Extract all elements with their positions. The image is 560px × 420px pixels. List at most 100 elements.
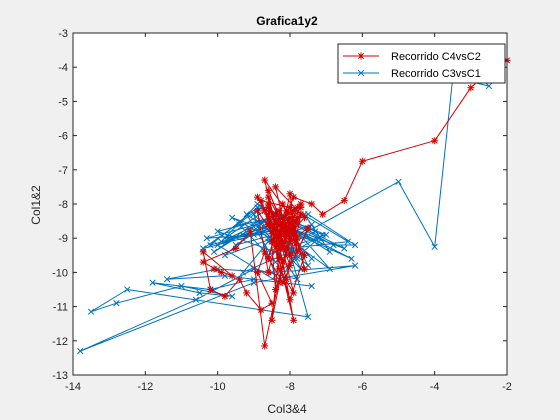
data-point [275, 255, 283, 263]
data-point [351, 262, 359, 269]
data-point [286, 214, 294, 222]
data-point [431, 137, 439, 145]
data-point [290, 207, 298, 215]
legend-marker [357, 52, 365, 60]
x-tick-label: -6 [357, 381, 367, 393]
data-point [340, 197, 348, 205]
data-point [294, 255, 301, 262]
data-point [149, 279, 156, 286]
data-point [304, 224, 312, 232]
data-point [395, 178, 402, 185]
data-point [264, 210, 272, 218]
data-point [300, 251, 308, 259]
y-tick-label: -3 [58, 28, 68, 40]
data-point [192, 296, 200, 303]
data-point [268, 316, 276, 324]
data-point [228, 214, 236, 221]
legend: Recorrido C4vsC2 Recorrido C3vsC1 [337, 43, 506, 84]
y-axis-label: Col1&2 [29, 185, 43, 225]
data-point [286, 251, 294, 259]
data-point [294, 276, 301, 283]
data-point [221, 292, 229, 300]
legend-label-c3vsc1: Recorrido C3vsC1 [391, 68, 481, 80]
y-tick-label: -12 [52, 336, 68, 348]
data-point [308, 282, 315, 290]
data-point [279, 244, 287, 252]
data-point [326, 248, 333, 256]
data-point [275, 234, 283, 242]
data-point [341, 245, 348, 252]
data-point [253, 207, 261, 215]
data-point [87, 308, 95, 315]
y-tick-label: -10 [52, 267, 68, 279]
data-point [228, 293, 236, 300]
data-point [239, 231, 247, 238]
data-point [253, 268, 261, 276]
data-point [246, 227, 254, 235]
data-point [304, 313, 312, 321]
y-tick-label: -13 [52, 370, 68, 382]
data-point [178, 282, 185, 290]
data-point [264, 268, 272, 276]
data-point [228, 272, 236, 280]
data-point [275, 265, 283, 273]
data-point [344, 238, 352, 245]
data-point [196, 289, 203, 297]
series-layer [77, 56, 511, 355]
data-point [253, 193, 261, 201]
series-c4vsc2 [199, 56, 511, 350]
data-point [467, 84, 475, 92]
data-point [77, 347, 84, 355]
data-point [286, 296, 294, 304]
data-point [293, 234, 301, 242]
series-line [79, 77, 490, 352]
data-point [308, 200, 316, 208]
data-point [250, 279, 257, 286]
data-point [207, 241, 214, 249]
data-point [282, 231, 290, 239]
y-tick-label: -9 [58, 233, 68, 245]
data-point [485, 82, 493, 90]
y-tick-label: -6 [58, 131, 68, 143]
y-tick-label: -7 [58, 165, 68, 177]
data-point [261, 176, 269, 184]
data-point [163, 276, 171, 283]
data-point [300, 265, 308, 273]
data-point [214, 241, 221, 249]
data-point [214, 228, 221, 235]
data-point [113, 300, 120, 307]
data-point [272, 210, 280, 218]
x-tick-label: -14 [65, 381, 81, 393]
x-tick-label: -4 [430, 381, 440, 393]
data-point [264, 203, 272, 211]
data-point [210, 248, 218, 256]
data-point [203, 235, 210, 242]
data-point [268, 238, 276, 246]
data-point [297, 203, 305, 211]
data-point [236, 221, 243, 228]
data-point [264, 255, 272, 263]
x-axis-label: Col3&4 [267, 402, 307, 416]
data-point [264, 186, 272, 194]
data-point [199, 258, 207, 266]
data-point [261, 248, 269, 256]
y-tick-label: -4 [58, 62, 68, 74]
data-point [279, 279, 287, 287]
data-point [293, 248, 301, 256]
data-point [199, 248, 207, 256]
x-tick-label: -8 [285, 381, 295, 393]
data-point [431, 243, 438, 250]
data-point [257, 306, 265, 314]
data-point [286, 262, 294, 270]
data-point [235, 275, 243, 283]
data-point [315, 235, 323, 242]
data-point [319, 210, 327, 218]
x-axis: -14 -12 -10 -8 -6 -4 -2 [65, 33, 512, 393]
data-point [272, 286, 280, 293]
y-tick-label: -8 [58, 199, 68, 211]
chart-title: Grafica1y2 [256, 14, 318, 28]
data-point [210, 265, 218, 273]
legend-box [337, 43, 506, 84]
data-point [206, 286, 214, 293]
